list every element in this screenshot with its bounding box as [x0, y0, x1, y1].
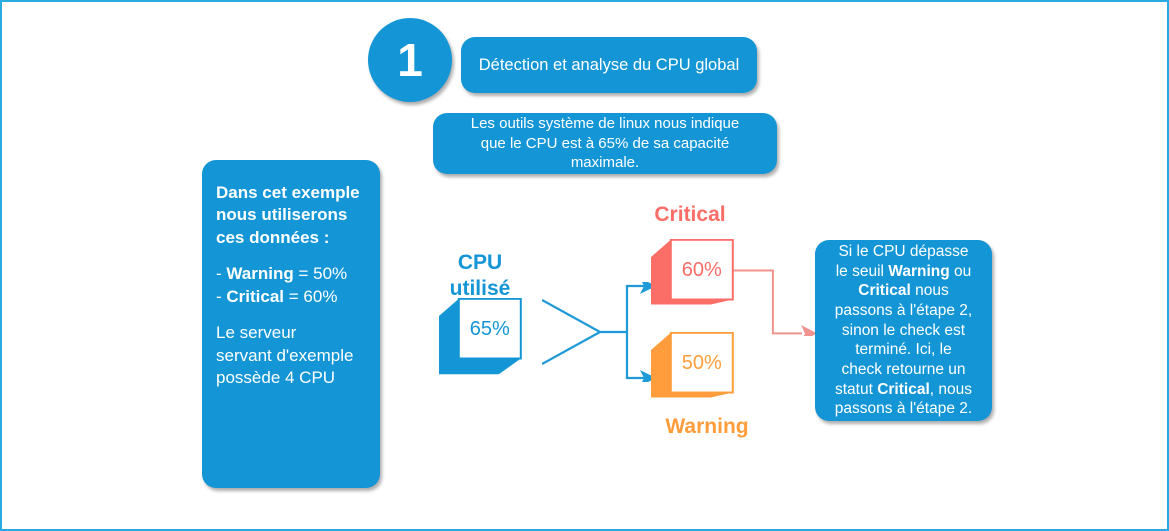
svg-text:60%: 60%: [682, 259, 722, 281]
svg-text:50%: 50%: [682, 352, 722, 374]
svg-text:65%: 65%: [470, 318, 510, 340]
